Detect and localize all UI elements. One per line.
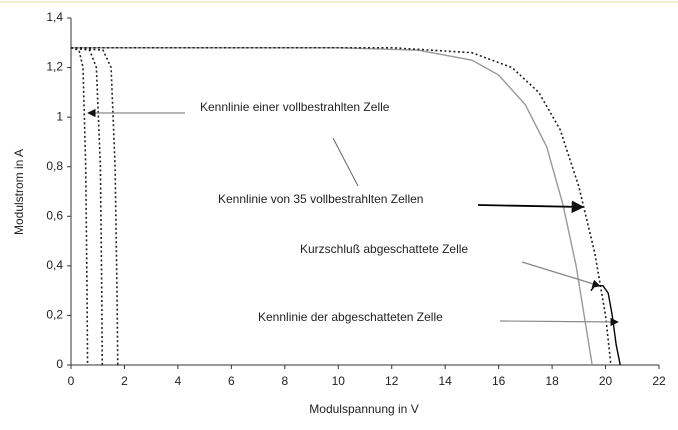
- x-tick-label: 4: [175, 374, 182, 388]
- annotation: Kennlinie der abgeschatteten Zelle: [258, 310, 443, 324]
- y-axis-label: Modulstrom in A: [12, 149, 26, 235]
- annotation-arrow: [521, 261, 601, 288]
- x-tick-label: 6: [228, 374, 235, 388]
- annotation: Kennlinie einer vollbestrahlten Zelle: [200, 100, 390, 114]
- annotation: Kennlinie von 35 vollbestrahlten Zellen: [218, 192, 423, 206]
- annotation-connector: [332, 137, 359, 187]
- x-tick-label: 12: [385, 374, 399, 388]
- y-tick-label: 0,4: [46, 258, 63, 272]
- series-line: [70, 46, 89, 366]
- y-tick-label: 0,2: [46, 308, 63, 322]
- annotation-arrow: [477, 200, 585, 214]
- series-line: [71, 46, 612, 366]
- y-tick-label: 0,6: [46, 208, 63, 222]
- x-tick-label: 0: [68, 374, 75, 388]
- series-line: [70, 46, 119, 366]
- series-line: [590, 284, 621, 366]
- series-line: [71, 47, 593, 366]
- y-tick-label: 1: [56, 109, 63, 123]
- x-tick-label: 8: [281, 374, 288, 388]
- y-tick-label: 1,2: [46, 60, 63, 74]
- x-tick-label: 14: [439, 374, 453, 388]
- x-axis-label: Modulspannung in V: [309, 402, 418, 416]
- y-tick-label: 1,4: [46, 10, 63, 24]
- annotation: Kurzschluß abgeschattete Zelle: [300, 242, 468, 256]
- y-tick-label: 0: [56, 357, 63, 371]
- x-tick-label: 2: [121, 374, 128, 388]
- y-tick-label: 0,8: [46, 159, 63, 173]
- annotation-arrow: [499, 317, 619, 327]
- x-tick-label: 22: [652, 374, 666, 388]
- series-line: [70, 46, 104, 366]
- x-tick-label: 10: [332, 374, 346, 388]
- x-tick-label: 16: [492, 374, 506, 388]
- x-tick-label: 18: [545, 374, 559, 388]
- x-tick-label: 20: [599, 374, 613, 388]
